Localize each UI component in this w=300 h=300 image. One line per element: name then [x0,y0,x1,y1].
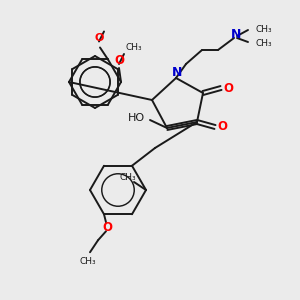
Text: O: O [114,55,124,68]
Text: CH₃: CH₃ [126,44,142,52]
Text: O: O [102,221,112,234]
Text: CH₃: CH₃ [80,257,96,266]
Text: O: O [217,121,227,134]
Text: N: N [231,28,241,40]
Text: CH₃: CH₃ [256,38,273,47]
Text: N: N [172,67,182,80]
Text: O: O [94,34,104,44]
Text: CH₃: CH₃ [256,25,273,34]
Text: CH₃: CH₃ [120,172,136,182]
Text: O: O [223,82,233,94]
Text: HO: HO [128,113,145,123]
